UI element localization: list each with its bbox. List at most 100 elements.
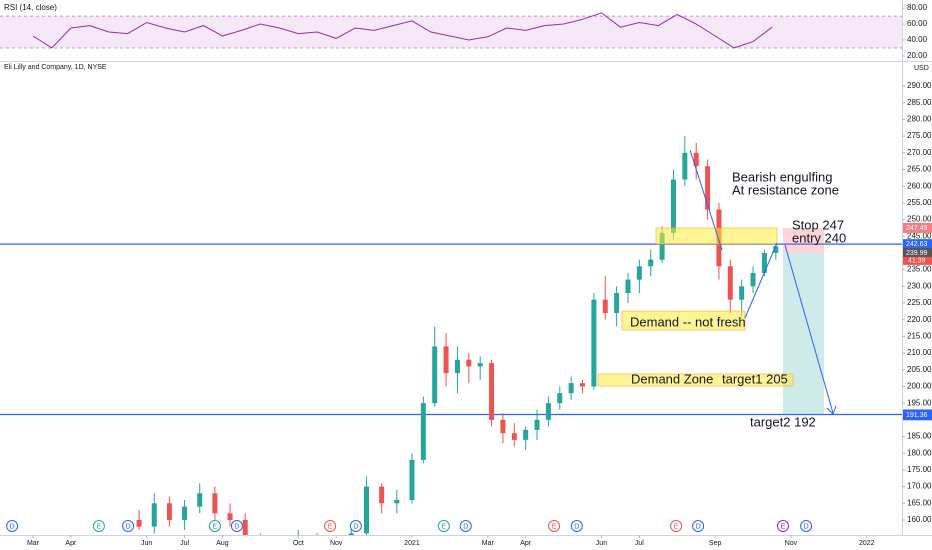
candle-body (727, 266, 733, 300)
candle-body (166, 503, 172, 520)
event-label: E (781, 523, 786, 530)
candle-body (705, 166, 711, 210)
candle-body (227, 513, 233, 520)
y-tick-label: 170.00 (907, 482, 932, 491)
candle-body (420, 403, 426, 460)
candle-body (432, 346, 438, 404)
x-tick-label: Jul (180, 540, 189, 547)
event-marker (800, 520, 813, 532)
candle-body (659, 232, 665, 260)
arrow-head (826, 405, 837, 415)
y-tick-label: 175.00 (907, 465, 932, 474)
drawings: Bearish engulfing At resistance zone Sto… (597, 149, 846, 429)
price-badge-label: 242.63 (906, 241, 928, 248)
annotation: target2 192 (750, 414, 816, 429)
rsi-y-tick-label: 20.00 (907, 51, 928, 60)
y-tick-label: 195.00 (907, 398, 932, 407)
event-marker (6, 520, 19, 532)
y-tick-label: 225.00 (907, 298, 932, 307)
price-badge-label: 247.49 (906, 225, 928, 232)
candle-body (242, 519, 248, 535)
candle-body (212, 493, 218, 514)
y-tick-label: 180.00 (907, 448, 932, 457)
price-badge-label: 239.99 (906, 250, 928, 257)
event-marker (122, 520, 135, 532)
candle-body (545, 403, 551, 420)
candle-body (534, 419, 540, 430)
candle-body (625, 279, 631, 293)
y-tick-label: 290.00 (907, 81, 932, 90)
candle-body (750, 272, 756, 287)
currency: USD (914, 65, 929, 72)
candle-body (379, 486, 385, 504)
event-marker (776, 520, 789, 532)
y-tick-label: 200.00 (907, 382, 932, 391)
y-tick-label: 275.00 (907, 131, 932, 140)
x-tick-label: Jun (141, 540, 152, 547)
event-marker (548, 520, 561, 532)
event-marker (324, 520, 337, 532)
y-tick-label: 245.00 (907, 231, 932, 240)
x-tick-label: Mar (482, 540, 495, 547)
candle-body (182, 506, 188, 520)
y-tick-label: 160.00 (907, 515, 932, 524)
candle-body (394, 499, 400, 504)
axes: 290.00 285.00 280.00 275.00 270.00 265.00 260.… (6, 3, 932, 547)
event-marker (692, 520, 705, 532)
x-tick-label: Mar (27, 540, 40, 547)
y-tick-label: 230.00 (907, 281, 932, 290)
annotation: entry 240 (792, 230, 846, 245)
rsi-y-tick-label: 40.00 (907, 35, 928, 44)
x-tick-label: Aug (216, 540, 229, 547)
x-tick-label: Jun (596, 540, 607, 547)
candle-body (591, 299, 597, 387)
resistance-zone (655, 227, 778, 245)
candle-body (466, 359, 472, 367)
candle-body (761, 252, 767, 273)
event-marker (208, 520, 221, 532)
countdown-badge (903, 256, 932, 265)
y-tick-label: 215.00 (907, 331, 932, 340)
event-marker (670, 520, 683, 532)
candle-body (693, 152, 699, 167)
candle-body (511, 433, 517, 440)
event-label: E (213, 523, 218, 530)
event-label: E (441, 523, 446, 530)
y-tick-label: 185.00 (907, 432, 932, 441)
event-marker (349, 520, 362, 532)
y-tick-label: 270.00 (907, 148, 932, 157)
event-label: D (126, 523, 131, 530)
candle-body (602, 299, 608, 314)
annotation: At resistance zone (732, 182, 839, 197)
event-label: E (97, 523, 102, 530)
annotation: target1 205 (722, 371, 788, 386)
candle-body (557, 393, 563, 404)
event-label: E (552, 523, 557, 530)
y-tick-label: 220.00 (907, 315, 932, 324)
target-area (783, 252, 824, 416)
demand-zone-not-fresh (621, 310, 746, 331)
candle-body (197, 493, 203, 507)
y-tick-label: 255.00 (907, 198, 932, 207)
trend-line (744, 242, 778, 319)
event-marker (92, 520, 105, 532)
y-tick-label: 165.00 (907, 498, 932, 507)
event-label: D (234, 523, 239, 530)
candle-body (568, 383, 574, 394)
x-tick-label: Apr (520, 540, 532, 547)
candle-body (773, 246, 779, 253)
rsi-y-tick-label: 80.00 (907, 3, 928, 12)
price-badge (903, 247, 932, 258)
demand-zone (597, 373, 794, 387)
y-tick-label: 205.00 (907, 365, 932, 374)
y-tick-label: 260.00 (907, 181, 932, 190)
candle-body (670, 179, 676, 233)
price-badge (903, 239, 932, 250)
rsi-band (0, 16, 902, 48)
event-label: D (804, 523, 809, 530)
candle-body (409, 459, 415, 500)
rsi-y-tick-label: 60.00 (907, 19, 928, 28)
candle-body (614, 292, 620, 314)
candle-body (500, 419, 506, 434)
